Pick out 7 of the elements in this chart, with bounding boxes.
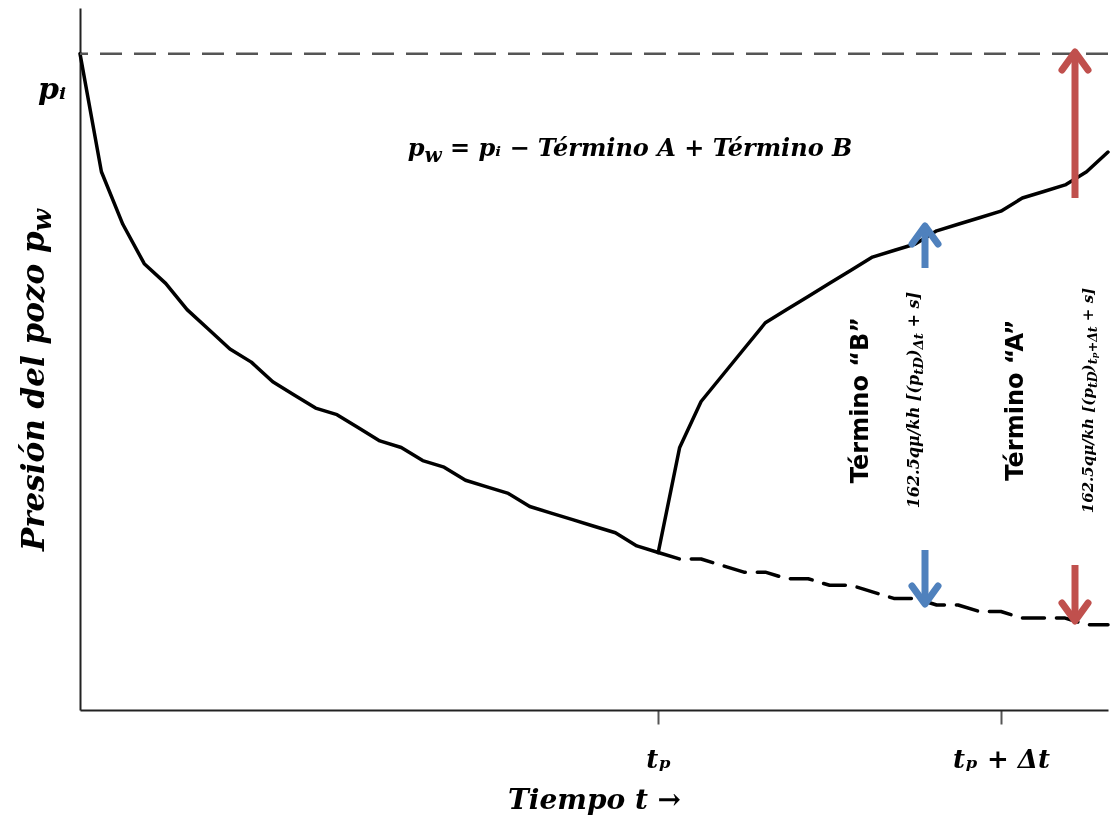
x-tick-label: tₚ + Δt bbox=[952, 743, 1050, 774]
annotation: Término “B” bbox=[846, 316, 874, 484]
x-axis-title: Tiempo t → bbox=[507, 782, 682, 816]
annotation: Término “A” bbox=[1000, 319, 1029, 481]
ref-line-label: pᵢ bbox=[37, 70, 67, 106]
annotation: p$_{w}$ = pᵢ − Término A + Término B bbox=[407, 133, 853, 167]
x-tick-label: tₚ bbox=[646, 743, 672, 774]
